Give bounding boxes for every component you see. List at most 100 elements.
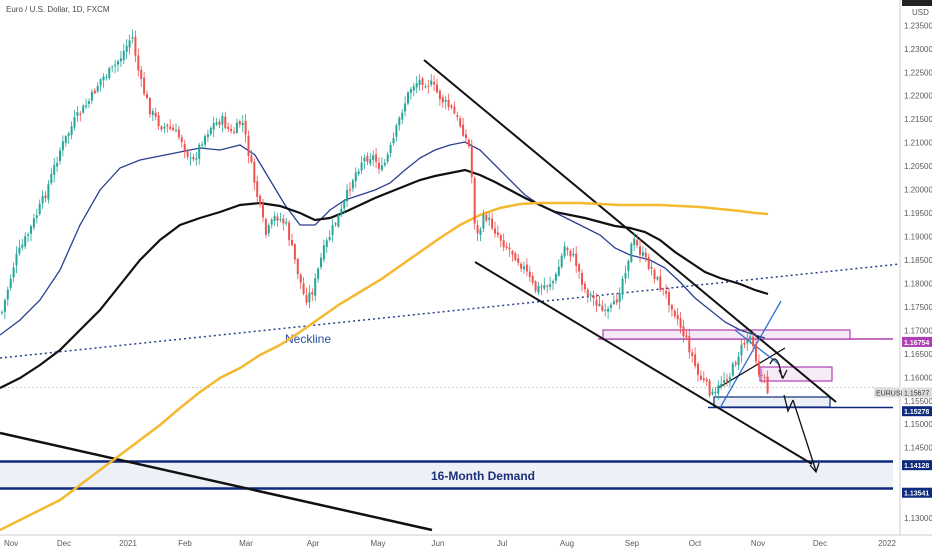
candle-body [241,122,244,126]
candle-body [134,36,137,56]
candle-body [601,305,604,311]
ma-slow-line [0,201,769,532]
candle-body [662,288,665,290]
candle-body [763,377,766,379]
x-tick-label: Dec [813,539,827,548]
candle-body [612,301,615,305]
channel-upper-line [423,59,837,403]
candle-body [1,311,3,313]
candle-body [189,157,192,159]
candle-body [685,335,688,338]
candle-body [224,116,227,129]
candle-body [517,258,520,263]
candle-body [151,111,154,115]
candle-body [61,141,64,151]
candle-body [267,225,270,234]
candle-body [166,124,169,127]
candle-body [476,225,479,234]
candle-body [760,375,763,377]
y-tick-label: 1.15000 [904,420,932,429]
candle-body [711,391,714,395]
candle-body [12,267,15,278]
candle-body [453,106,456,114]
candle-body [343,200,346,209]
candle-body [581,272,583,285]
candle-body [444,99,447,102]
candle-body [386,154,389,162]
candle-body [412,86,415,91]
candle-body [540,286,543,288]
candle-body [204,136,206,145]
candle-body [114,64,117,67]
candle-body [119,58,122,62]
x-tick-label: May [370,539,385,548]
candle-body [311,292,314,295]
candle-body [407,92,409,104]
candle-body [372,155,375,160]
chart-title: Euro / U.S. Dollar, 1D, FXCM [6,5,110,14]
y-tick-label: 1.18500 [904,256,932,265]
candle-body [575,253,578,266]
neckline-label: Neckline [285,332,331,346]
symbol-price-label: 1.15677 [904,390,929,397]
candle-body [659,276,662,290]
candle-body [125,45,128,52]
candle-body [299,274,302,283]
demand-zone-label: 16-Month Demand [431,469,535,483]
candle-body [723,380,726,383]
candle-body [137,55,140,71]
candle-body [508,247,511,250]
candle-body [447,99,450,108]
candle-body [334,223,337,225]
y-tick-label: 1.16000 [904,373,932,382]
support-zone-rect [713,396,831,408]
candle-body [308,292,311,303]
neckline-line [0,263,901,359]
candle-body [363,157,366,162]
candle-body [499,235,502,241]
candle-body [467,139,470,147]
candle-body [18,247,21,254]
candle-body [192,157,195,160]
candle-body [230,129,233,132]
candle-body [470,145,473,178]
candle-body [325,240,328,248]
candle-body [154,112,157,117]
price-badge-label: 1.15278 [904,409,929,416]
candle-body [76,112,79,116]
candle-body [160,126,163,130]
candle-body [592,295,595,299]
candle-body [557,266,560,276]
candle-body [415,83,418,88]
candle-body [604,309,607,311]
x-tick-label: Aug [560,539,574,548]
candle-body [441,97,444,103]
y-tick-label: 1.22500 [904,68,932,77]
price-badge-level-3 [902,460,932,471]
candle-body [122,50,125,61]
candle-body [392,138,395,144]
candle-body [21,244,24,248]
candle-body [511,251,514,255]
candle-body [148,98,151,115]
candle-body [331,225,334,236]
candlesticks [1,29,769,400]
price-axis-background [900,0,932,535]
candle-body [85,105,88,108]
candle-body [737,356,740,366]
candle-body [93,90,96,94]
candle-body [175,130,177,132]
symbol-badge [874,387,900,398]
candle-body [598,303,601,306]
candle-body [169,126,172,129]
candle-body [41,196,44,204]
candle-body [3,299,6,312]
candle-body [50,173,53,184]
candle-body [531,275,534,283]
candle-body [708,380,711,396]
candle-body [430,80,433,85]
candle-body [650,266,653,269]
candle-body [438,90,441,100]
